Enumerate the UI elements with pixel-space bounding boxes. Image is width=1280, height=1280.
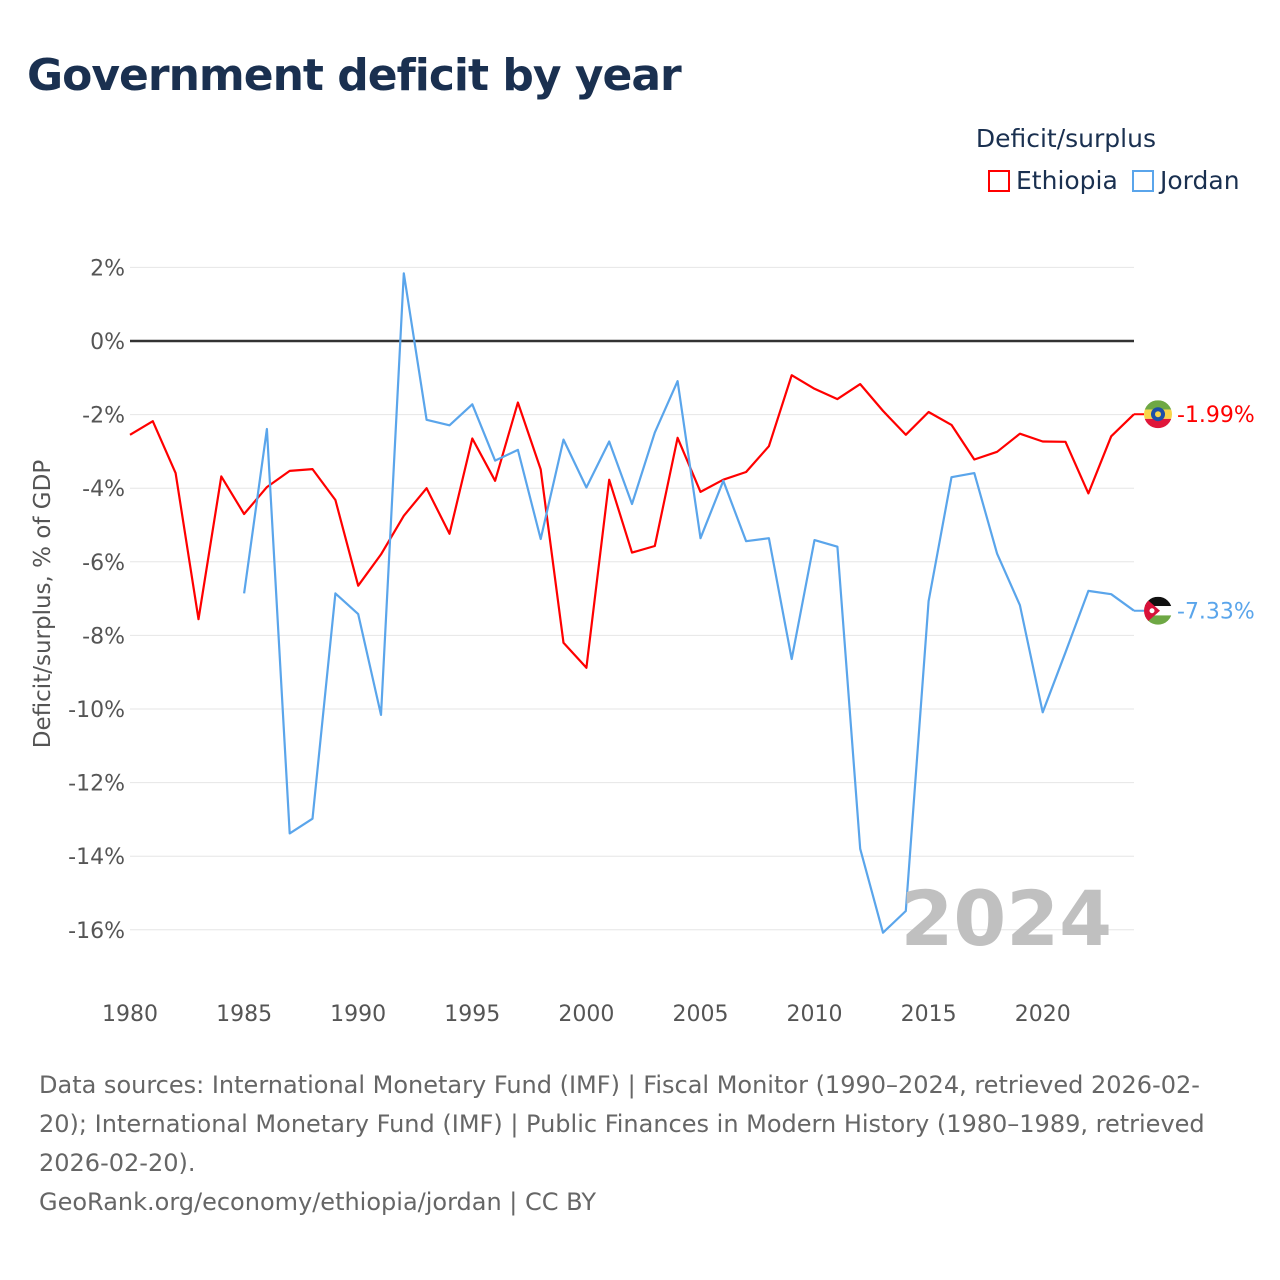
end-value-label-jordan: -7.33%: [1177, 600, 1255, 625]
flag-stripe: [1144, 400, 1172, 410]
y-tick-label: -6%: [82, 551, 125, 576]
legend-label-jordan: Jordan: [1160, 166, 1240, 195]
x-tick-label: 1990: [330, 1002, 386, 1027]
legend-swatch-jordan: [1132, 169, 1154, 192]
y-tick-label: -8%: [82, 624, 125, 649]
flag-stripe: [1144, 418, 1172, 429]
flag-body: [1144, 596, 1172, 625]
data-sources: Data sources: International Monetary Fun…: [39, 1071, 1205, 1177]
x-tick-label: 2000: [558, 1002, 614, 1027]
legend-swatch-ethiopia: [988, 169, 1010, 192]
footer: Data sources: International Monetary Fun…: [39, 1066, 1239, 1222]
y-tick-label: -4%: [82, 477, 125, 502]
flag-stripe: [1144, 596, 1172, 607]
y-axis-label: Deficit/surplus, % of GDP: [30, 460, 56, 749]
x-tick-label: 2005: [672, 1002, 728, 1027]
y-tick-label: -12%: [68, 772, 125, 797]
x-tick-label: 2020: [1015, 1002, 1071, 1027]
series-line-jordan: [243, 272, 1135, 934]
flag-jordan-icon: [1144, 596, 1172, 625]
flag-star: [1155, 411, 1161, 418]
chart-title: Government deficit by year: [27, 50, 682, 101]
y-tick-label: -2%: [82, 404, 125, 429]
x-tick-label: 2010: [787, 1002, 843, 1027]
x-tick-label: 1985: [216, 1002, 272, 1027]
credit-link[interactable]: GeoRank.org/economy/ethiopia/jordan | CC…: [39, 1188, 596, 1216]
x-tick-label: 2015: [901, 1002, 957, 1027]
year-watermark: 2024: [900, 874, 1112, 963]
y-tick-label: -16%: [68, 919, 125, 944]
x-tick-label: 1980: [102, 1002, 158, 1027]
y-tick-label: -14%: [68, 845, 125, 870]
flag-ethiopia-icon: [1144, 400, 1172, 429]
flag-stripe: [1144, 615, 1172, 625]
end-value-label-ethiopia: -1.99%: [1177, 403, 1255, 428]
flag-star: [1149, 608, 1155, 614]
series-line-ethiopia: [129, 374, 1135, 669]
y-tick-label: 0%: [90, 330, 125, 355]
legend-item-jordan[interactable]: Jordan: [1132, 166, 1240, 195]
y-tick-label: 2%: [90, 256, 125, 281]
legend-label-ethiopia: Ethiopia: [1016, 166, 1118, 195]
x-tick-label: 1995: [444, 1002, 500, 1027]
legend-title: Deficit/surplus: [975, 124, 1156, 153]
flag-body: [1144, 400, 1172, 429]
y-tick-label: -10%: [68, 698, 125, 723]
legend-item-ethiopia[interactable]: Ethiopia: [988, 166, 1118, 195]
